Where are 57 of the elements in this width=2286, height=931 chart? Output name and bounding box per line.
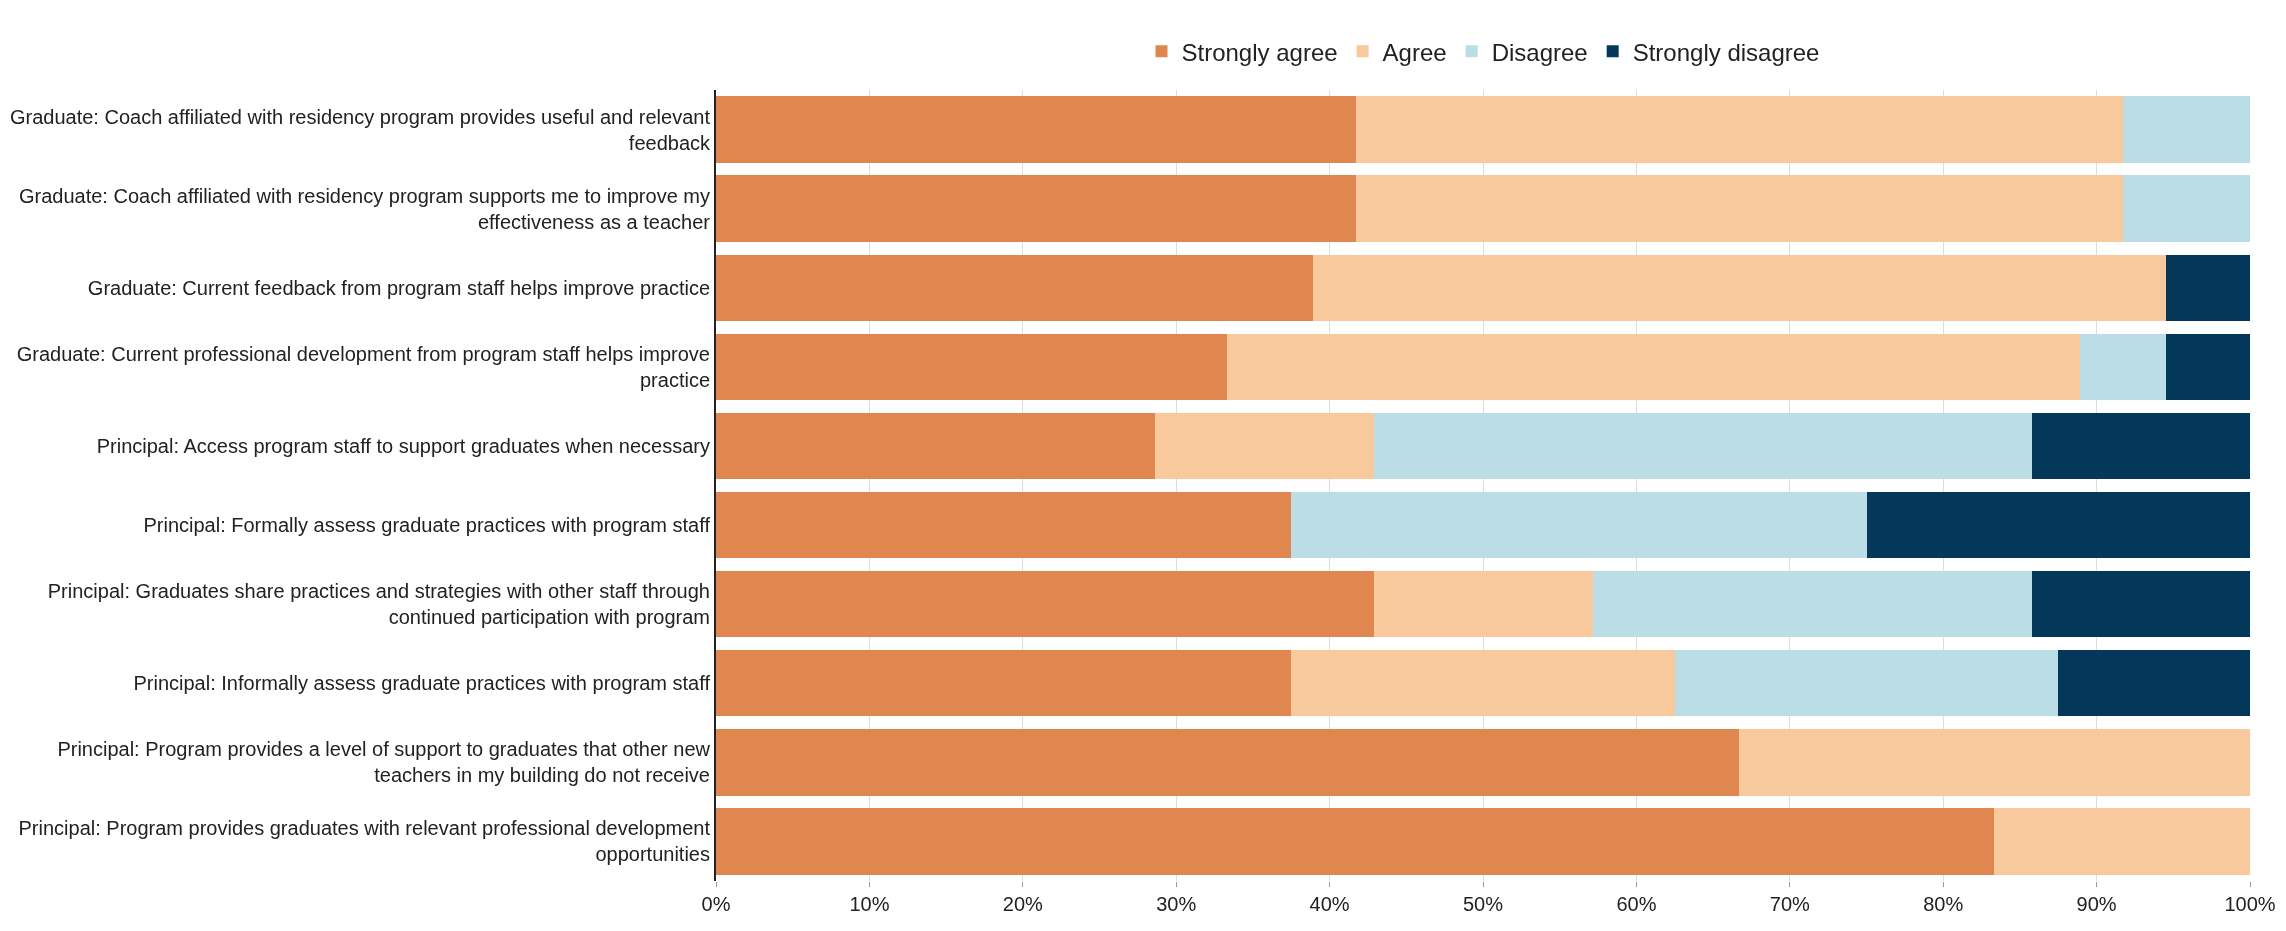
bar <box>716 96 1356 163</box>
x-tick-label: 20% <box>1002 893 1044 915</box>
x-tick-label: 90% <box>2076 893 2117 915</box>
bar <box>1291 650 1675 717</box>
bar <box>1866 491 2250 559</box>
bar <box>1154 412 1375 480</box>
y-tick-label: Principal: Program provides graduates with relevant professional development opportunities <box>18 817 711 866</box>
bar <box>716 650 1292 717</box>
bar <box>2165 254 2250 321</box>
bar <box>1355 96 2123 163</box>
bar <box>2079 333 2166 401</box>
bar <box>716 333 1227 401</box>
y-tick-label: Principal: Access program staff to support graduates when necessary <box>96 434 710 457</box>
y-tick-label: Graduate: Coach affiliated with residency program provides useful and relevant feedback <box>9 105 711 154</box>
x-tick-label: 100% <box>2224 893 2276 915</box>
x-tick-label: 30% <box>1156 893 1197 915</box>
bar <box>1593 570 2033 638</box>
y-tick-label: Principal: Formally assess graduate practices with program staff <box>143 514 711 537</box>
bar <box>1226 333 2080 401</box>
bar <box>2165 333 2250 401</box>
bar <box>716 491 1292 559</box>
x-tick-label: 70% <box>1769 893 1811 915</box>
y-tick-label: Graduate: Current professional development from program staff helps improve practice <box>16 342 710 391</box>
bar <box>2122 175 2250 242</box>
bar <box>1374 570 1594 638</box>
y-tick-label: Principal: Informally assess graduate practices with program staff <box>133 672 711 695</box>
bar <box>716 808 1994 875</box>
y-tick-label: Principal: Graduates share practices and strategies with other staff through continued participation with program <box>47 580 710 629</box>
bar <box>2058 650 2250 717</box>
x-tick-label: 10% <box>849 893 890 915</box>
bar <box>2122 96 2250 163</box>
bar <box>716 175 1356 242</box>
legend-label: Strongly agree <box>1181 38 1338 66</box>
bar <box>1993 808 2250 875</box>
bar <box>1355 175 2123 242</box>
x-tick-label: 50% <box>1462 893 1504 915</box>
bar <box>1374 412 2033 480</box>
x-tick-label: 60% <box>1616 893 1657 915</box>
x-tick-label: 40% <box>1309 893 1350 915</box>
bar <box>716 412 1155 480</box>
bar <box>2032 570 2250 638</box>
bar <box>1291 491 1867 559</box>
bar <box>716 570 1375 638</box>
bar <box>1312 254 2166 321</box>
y-tick-label: Graduate: Coach affiliated with residency program supports me to improve my effectiveness as a teacher <box>18 184 711 233</box>
x-tick-label: 80% <box>1923 893 1964 915</box>
bar <box>2032 412 2250 480</box>
legend-label: Strongly disagree <box>1632 38 1820 66</box>
y-tick-label: Principal: Program provides a level of support to graduates that other new teachers in my building do not receive <box>57 738 711 787</box>
y-tick-label: Graduate: Current feedback from program staff helps improve practice <box>87 276 710 299</box>
legend-label: Disagree <box>1491 38 1588 66</box>
bar <box>716 729 1740 796</box>
x-tick-label: 0% <box>701 893 731 915</box>
legend-label: Agree <box>1382 38 1447 66</box>
bar <box>1674 650 2059 717</box>
bar <box>1739 729 2250 796</box>
bar <box>716 254 1313 321</box>
